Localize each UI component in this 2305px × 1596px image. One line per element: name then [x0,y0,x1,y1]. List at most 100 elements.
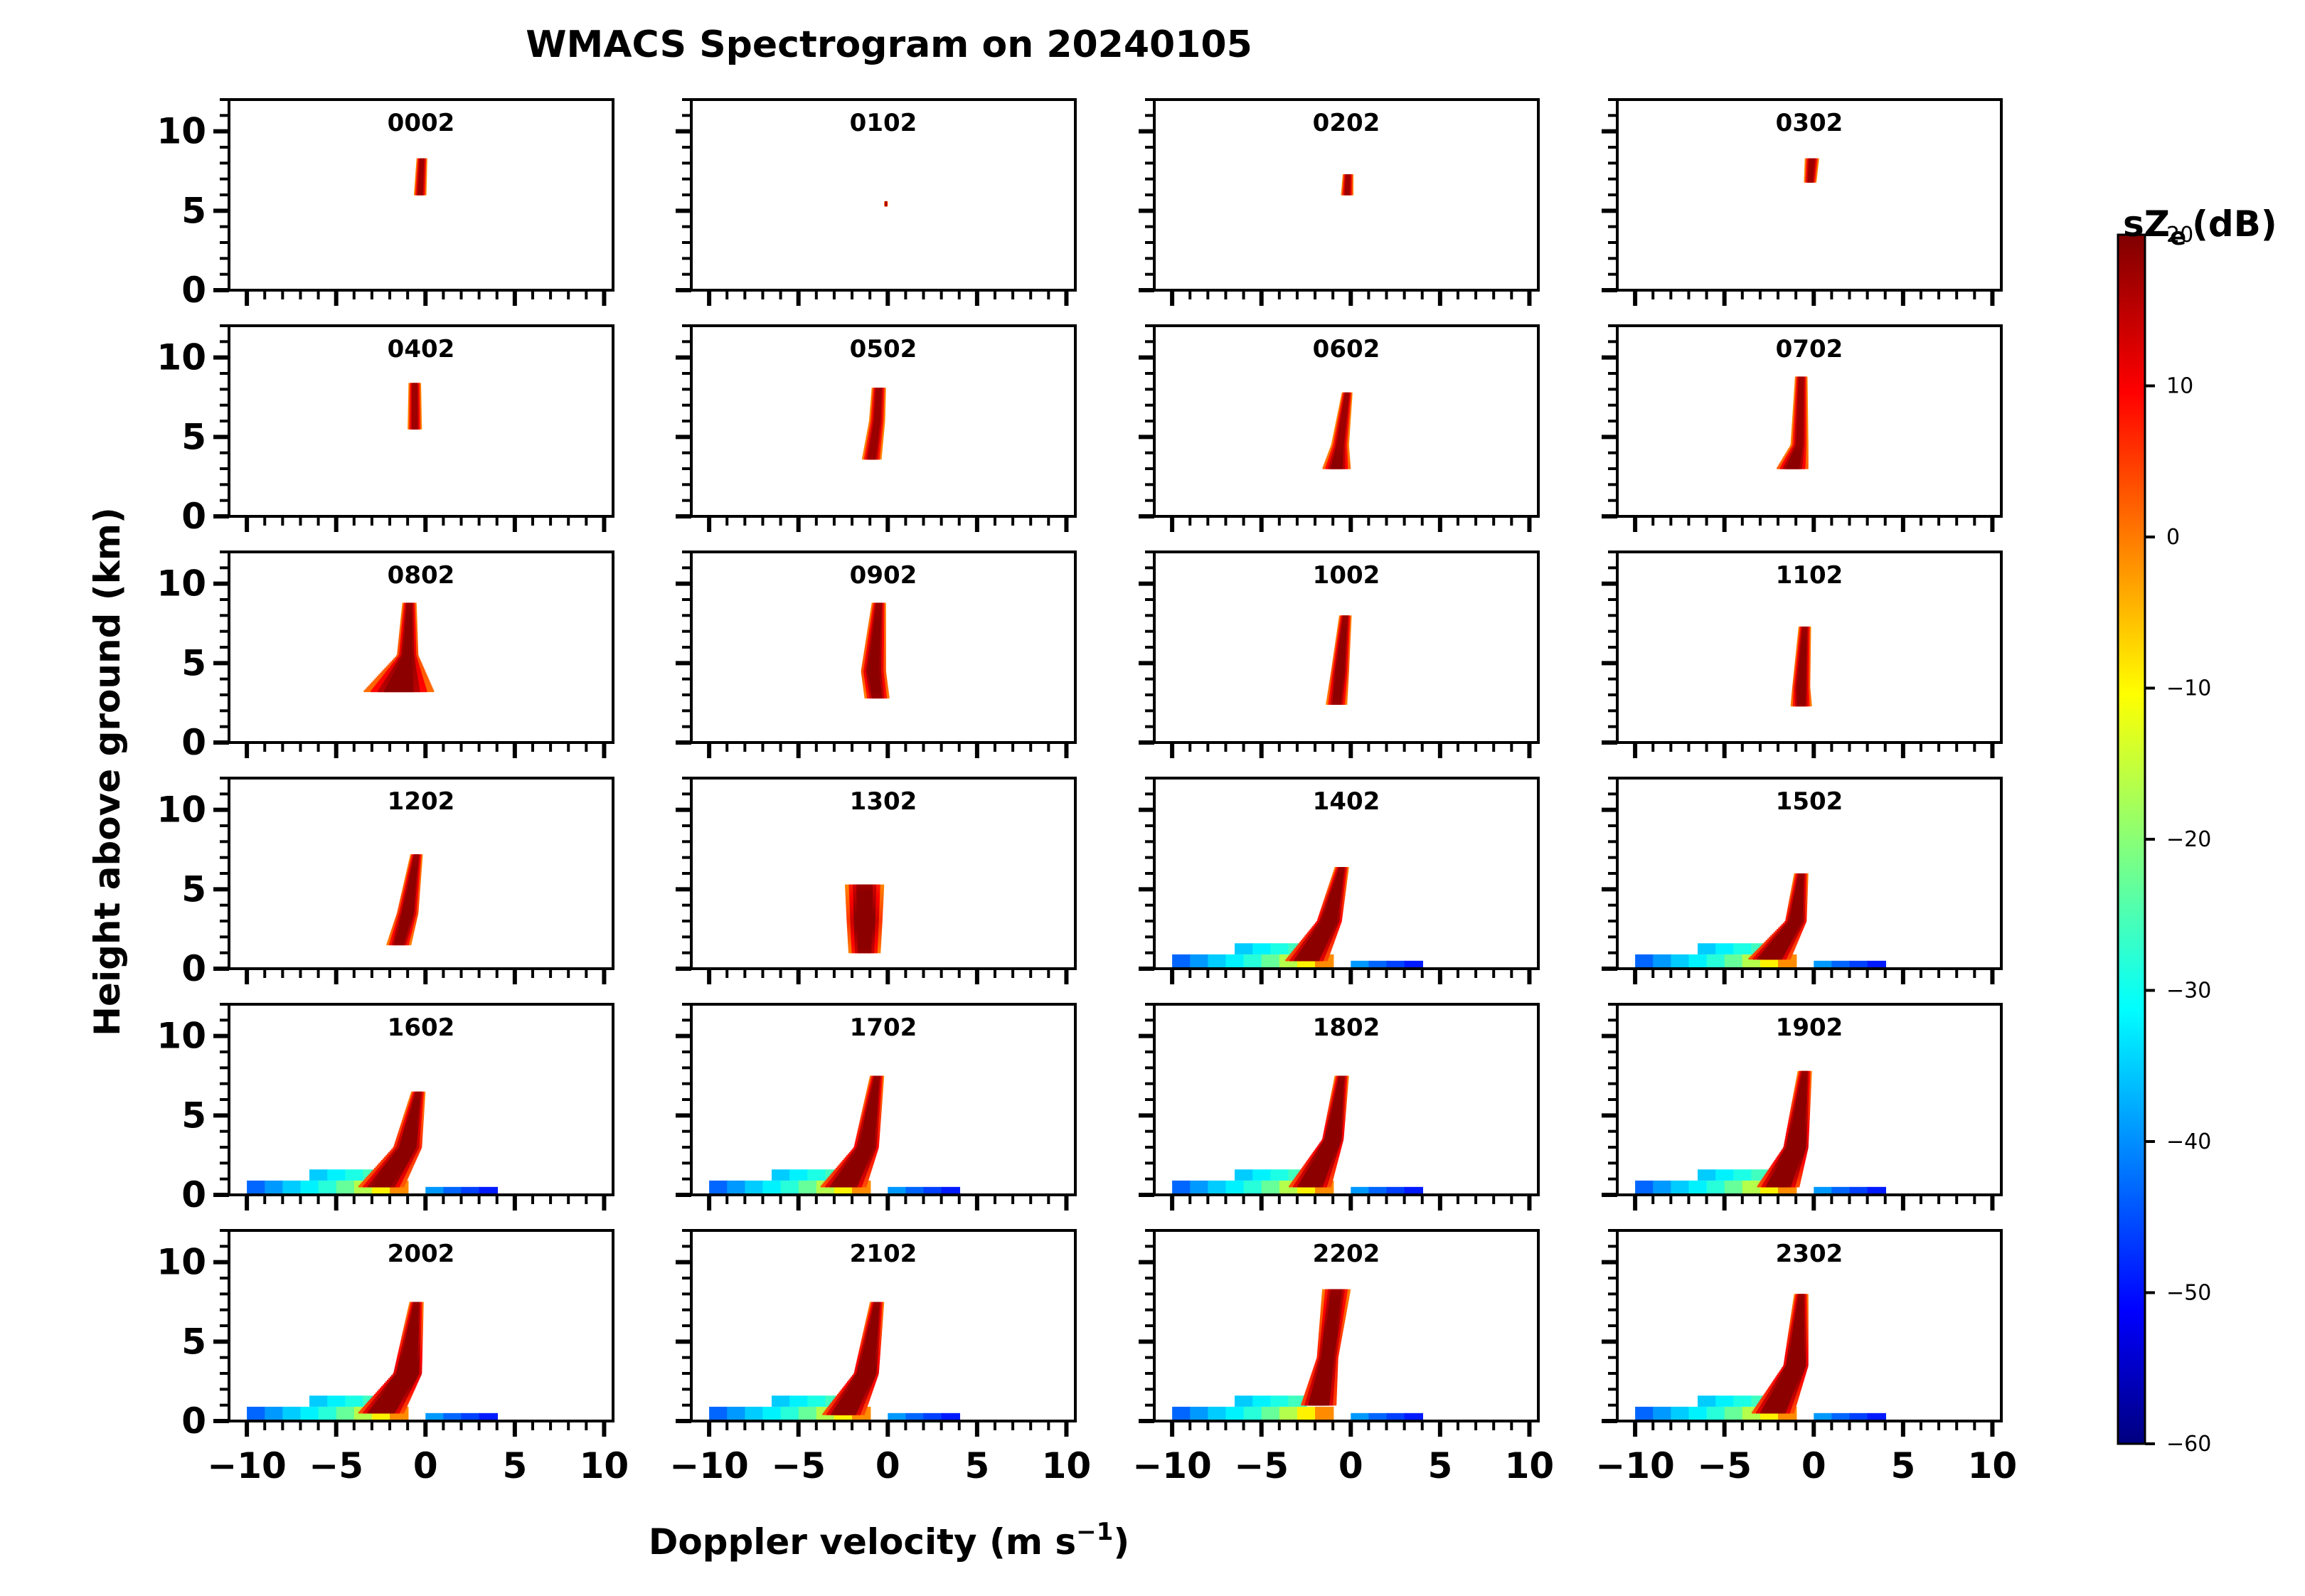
spectrum-cell [1799,688,1804,691]
spectrum-cell [860,933,869,936]
spectrum-cell [408,1124,415,1127]
spectrum-cell [867,1122,873,1124]
spectrum-cell [412,389,417,392]
spectrum-cell [1330,905,1336,908]
spectrum-cell [1336,876,1343,879]
spectrum-cell [1340,634,1347,637]
spectrum-cell [391,1163,401,1166]
panel-0002: 0002 0 5 10 [156,98,614,311]
spectrum-cell [405,906,411,909]
spectrum-cell [1787,1158,1794,1161]
spectrum-cell [412,1100,420,1102]
spectrum-cell [1316,1163,1326,1166]
spectrum-cell [412,419,418,422]
spectrum-cell [873,1080,880,1083]
ground-echo-cell [1243,1180,1262,1195]
spectrum-cell [1796,411,1804,414]
spectrum-cell [408,890,413,893]
spectrum-cell [857,945,872,947]
spectrum-cell [860,932,869,935]
spectrum-cell [865,1134,871,1137]
spectrum-cell [1796,433,1804,436]
spectrum-cell [1339,422,1346,425]
spectrum-cell [856,900,873,903]
spectrum-cell [870,443,878,446]
spectrum-cell [1797,879,1804,882]
ground-echo-cell [1351,960,1370,969]
y-tick-label: 5 [181,190,206,231]
spectrum-cell [871,433,879,436]
ground-echo-cell [1733,1169,1752,1181]
spectrum-cell [1341,417,1347,420]
spectrum-cell [860,921,869,923]
y-tick-label: 10 [156,1016,206,1057]
spectrum-cell [871,637,880,640]
spectrum-cell [410,876,417,879]
spectrum-cell [860,915,870,917]
spectrum-cell [1796,435,1804,437]
spectrum-cell [1335,449,1344,452]
spectrum-cell [1334,688,1343,691]
spectrum-cell [1331,465,1343,468]
panel-label: 0802 [388,561,455,590]
ground-echo-cell [762,1180,782,1195]
spectrum-cell [1788,460,1801,463]
spectrum-cell [1335,885,1340,888]
spectrum-cell [407,1132,414,1135]
spectrum-cell [870,653,880,656]
spectrum-cell [1798,384,1804,387]
ground-echo-cell [1867,1186,1886,1195]
spectrum-cell [856,897,873,900]
spectrum-cell [871,435,879,437]
spectrum-cell [378,1182,390,1184]
ground-echo-cell [1235,1169,1254,1181]
spectrum-cell [1334,1112,1339,1114]
spectrum-cell [1341,622,1348,624]
spectrum-cell [1336,445,1344,447]
spectrum-cell [401,924,408,927]
spectrum-cell [1796,699,1806,702]
spectrum-cell [412,395,418,398]
ground-echo-cell [345,1169,364,1181]
spectrum-cell [403,1147,411,1149]
spectrum-cell [871,696,883,699]
spectrum-cell [1336,443,1344,446]
spectrum-cell [1331,1132,1336,1135]
spectrum-cell [1341,624,1348,627]
spectrum-cell [1799,680,1804,683]
ground-echo-cell [923,1186,942,1195]
spectrum-cell [1338,645,1346,648]
spectrum-cell [403,658,410,661]
spectrum-cell [1801,632,1808,635]
spectrum-cell [1322,925,1330,928]
spectrum-cell [1784,1163,1793,1166]
spectrum-cell [402,1149,410,1151]
spectrum-cell [393,943,405,946]
ground-echo-cell [1261,1180,1281,1195]
spectrum-cell [1796,438,1804,441]
spectrum-cell [404,637,412,640]
spectrum-cell [1799,671,1806,674]
spectrum-cell [1302,957,1313,960]
spectrum-cell [1797,408,1804,410]
y-tick-label: 10 [156,111,206,152]
spectrum-cell [1342,620,1348,622]
spectrum-cell [1319,930,1327,933]
spectrum-cell [860,930,869,933]
spectrum-cell [1308,947,1318,950]
spectrum-cell [1338,1075,1345,1078]
spectrum-cell [1338,647,1346,649]
spectrum-cell [1338,664,1343,667]
spectrum-cell [404,641,412,643]
spectrum-cell [1799,1088,1806,1091]
spectrum-cell [1335,879,1343,882]
spectrum-cell [1796,422,1804,425]
spectrum-cell [1334,683,1343,686]
spectrum-cell [872,1083,879,1086]
spectrum-cell [1797,875,1804,878]
spectrum-cell [1313,1169,1323,1172]
spectrum-cell [1808,172,1814,175]
spectrum-cell [1794,916,1799,919]
spectrum-cell [1775,1180,1786,1183]
spectrum-cell [1328,911,1335,914]
